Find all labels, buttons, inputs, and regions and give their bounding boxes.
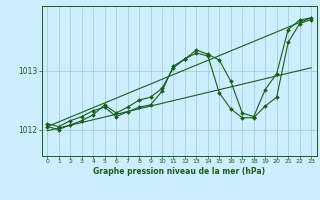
X-axis label: Graphe pression niveau de la mer (hPa): Graphe pression niveau de la mer (hPa) <box>93 167 265 176</box>
